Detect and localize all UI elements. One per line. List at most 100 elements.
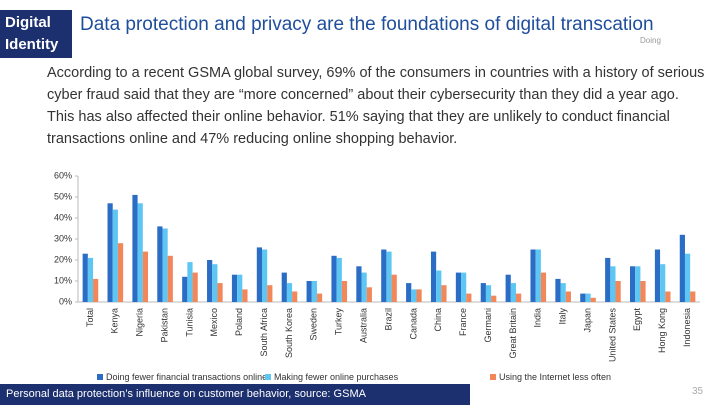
bar — [411, 289, 417, 302]
x-tick-label: Australia — [358, 308, 368, 343]
x-tick-label: Germani — [483, 308, 493, 343]
bar — [690, 291, 696, 302]
bar — [455, 272, 462, 302]
bar — [665, 291, 671, 302]
bar — [82, 253, 88, 302]
bar — [436, 270, 442, 302]
bar — [416, 289, 422, 302]
y-tick-label: 0% — [59, 296, 72, 306]
x-tick-label: Japan — [582, 308, 592, 333]
bar — [640, 281, 646, 302]
bar — [192, 272, 198, 302]
bar — [361, 272, 367, 302]
bar — [237, 274, 243, 302]
y-tick-label: 60% — [54, 170, 72, 180]
bar — [480, 283, 486, 302]
x-tick-label: France — [458, 308, 468, 336]
logo: Doing — [640, 36, 661, 45]
bar — [366, 287, 372, 302]
bar — [331, 255, 337, 302]
x-tick-label: Nigeria — [135, 308, 145, 337]
badge-line: Digital — [5, 14, 51, 31]
bar — [267, 285, 273, 302]
badge-line: Identity — [5, 36, 59, 53]
bar — [635, 266, 641, 302]
bar — [441, 285, 447, 302]
x-tick-label: South Korea — [284, 308, 294, 358]
bar — [187, 262, 193, 302]
badge: Digital Identity — [0, 10, 72, 58]
bar — [386, 251, 392, 302]
x-tick-label: Italy — [558, 308, 568, 325]
bar — [535, 249, 541, 302]
bar — [430, 251, 437, 302]
bar — [356, 266, 362, 302]
y-tick-label: 30% — [54, 233, 72, 243]
bar — [684, 253, 691, 302]
x-tick-label: Indonesia — [682, 308, 692, 347]
x-tick-label: India — [533, 308, 543, 328]
bar — [516, 293, 522, 302]
bar — [242, 289, 248, 302]
bar — [510, 283, 516, 302]
bar — [406, 283, 412, 302]
bar — [530, 249, 536, 302]
bar — [117, 243, 124, 302]
bar — [630, 266, 636, 302]
bar — [341, 281, 348, 302]
bar — [505, 274, 511, 302]
bar — [306, 281, 312, 302]
bar — [207, 260, 213, 302]
bar — [311, 281, 317, 302]
legend-swatch — [97, 374, 103, 380]
bar — [157, 226, 163, 302]
x-tick-label: Total — [85, 308, 95, 327]
bar — [336, 257, 342, 302]
x-tick-label: Great Britain — [508, 308, 518, 359]
bar — [585, 293, 591, 302]
bar — [286, 283, 293, 302]
legend-label: Doing fewer financial transactions onlin… — [106, 372, 267, 382]
bar — [107, 203, 113, 302]
bar — [262, 249, 268, 302]
bar — [391, 274, 397, 302]
bar — [565, 291, 571, 302]
x-tick-label: United States — [607, 308, 617, 363]
slide-title: Data protection and privacy are the foun… — [80, 14, 654, 35]
bar — [132, 194, 138, 302]
bar — [540, 272, 547, 302]
bar — [381, 249, 387, 302]
bar — [281, 272, 287, 302]
y-tick-label: 20% — [54, 254, 72, 264]
legend-swatch — [490, 374, 496, 380]
y-tick-label: 40% — [54, 212, 72, 222]
bar — [660, 264, 666, 302]
y-tick-label: 50% — [54, 191, 72, 201]
legend-swatch — [265, 374, 271, 380]
bar — [555, 278, 561, 302]
bar — [615, 281, 621, 302]
x-tick-label: Brazil — [383, 308, 393, 331]
x-tick-label: South Africa — [259, 308, 269, 357]
legend-label: Using the Internet less often — [499, 372, 611, 382]
bar — [461, 272, 467, 302]
bar — [256, 247, 262, 302]
legend-label: Making fewer online purchases — [274, 372, 399, 382]
bar — [112, 209, 118, 302]
bar — [590, 297, 596, 302]
bar — [292, 291, 298, 302]
x-tick-label: Turkey — [334, 308, 344, 336]
x-tick-label: Kenya — [110, 308, 120, 334]
bar — [491, 295, 497, 302]
x-tick-label: China — [433, 308, 443, 332]
bar — [316, 293, 323, 302]
x-tick-label: Canada — [408, 308, 418, 340]
bar — [654, 249, 661, 302]
bar — [610, 266, 616, 302]
bar — [231, 274, 238, 302]
bar — [167, 255, 173, 302]
bar — [560, 283, 566, 302]
bar — [93, 278, 99, 302]
